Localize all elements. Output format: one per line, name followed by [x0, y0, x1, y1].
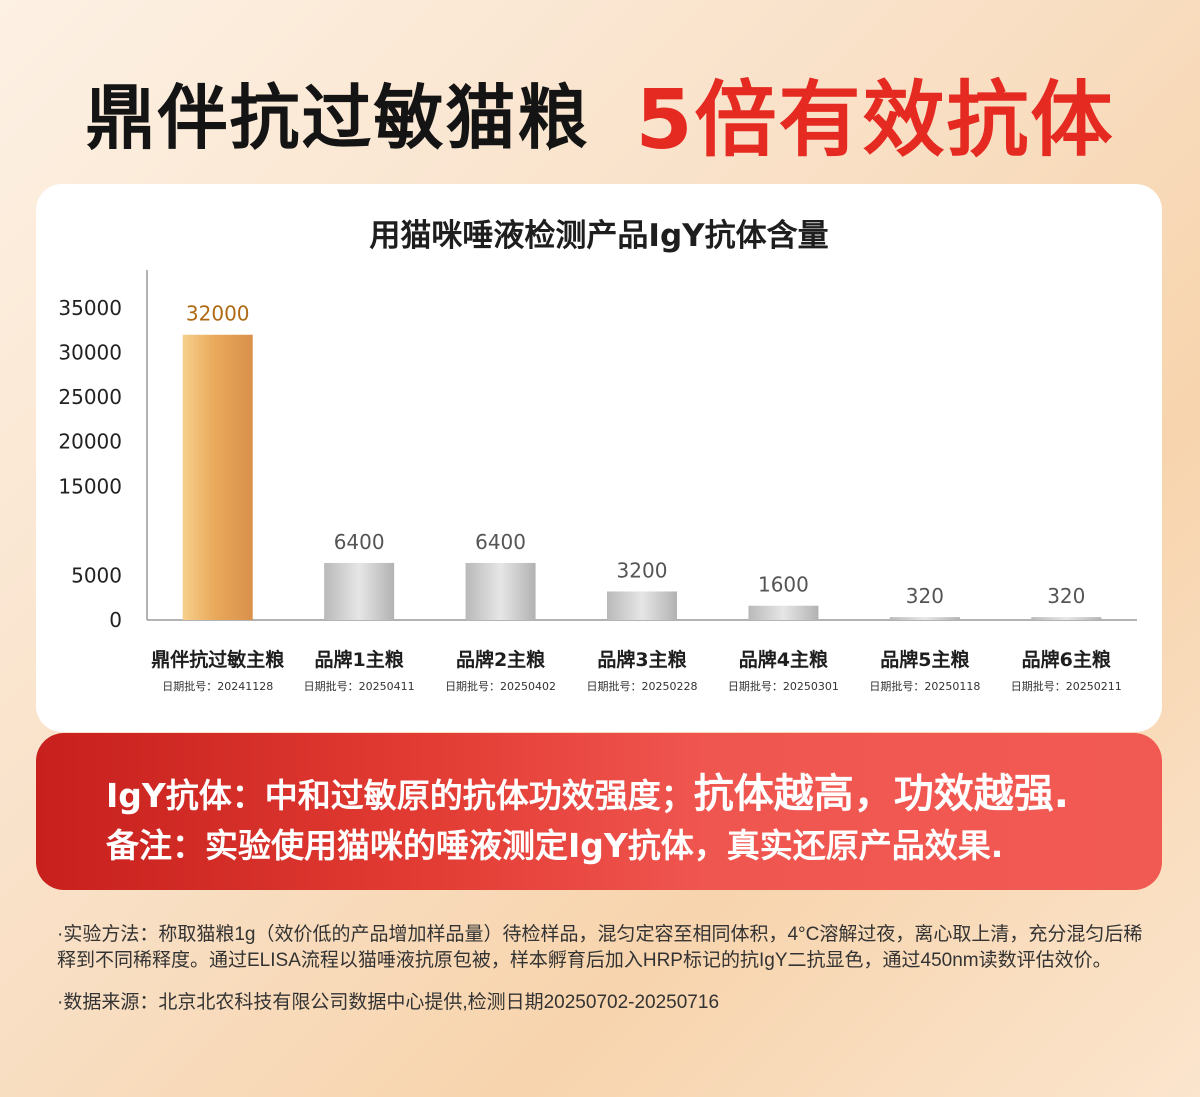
bar-value-label: 320: [906, 584, 944, 608]
headline-product: 鼎伴抗过敏猫粮: [85, 76, 590, 159]
band-line-1-prefix: IgY抗体：中和过敏原的抗体功效强度；: [106, 776, 694, 815]
x-category-label: 品牌4主粮: [739, 648, 828, 671]
band-line-1: IgY抗体：中和过敏原的抗体功效强度；抗体越高，功效越强.: [106, 761, 1069, 819]
headline-claim: 5倍有效抗体: [635, 72, 1115, 168]
bar-value-label: 1600: [758, 573, 809, 597]
y-tick-label: 15000: [58, 474, 122, 498]
bar: [182, 334, 253, 620]
band-line-1-emphasis: 抗体越高，功效越强.: [693, 771, 1069, 817]
x-batch-label: 日期批号：20250228: [587, 679, 698, 693]
bar: [889, 617, 960, 620]
source-note: ·数据来源：北京北农科技有限公司数据中心提供,检测日期20250702-2025…: [57, 992, 720, 1013]
y-tick-label: 25000: [58, 385, 122, 409]
method-note: ·实验方法：称取猫粮1g（效价低的产品增加样品量）待检样品，混匀定容至相同体积，…: [57, 924, 1143, 971]
bar-value-label: 3200: [617, 558, 668, 582]
x-batch-label: 日期批号：20250402: [445, 679, 556, 693]
bar-value-label: 32000: [186, 302, 250, 326]
footnotes: ·实验方法：称取猫粮1g（效价低的产品增加样品量）待检样品，混匀定容至相同体积，…: [57, 922, 1147, 1016]
band-line-2: 备注：实验使用猫咪的唾液测定IgY抗体，真实还原产品效果.: [106, 826, 1004, 865]
bar: [1031, 617, 1102, 620]
bar-chart: 0 5000 15000 20000 25000 30000 35000 32000 鼎伴抗过敏…: [58, 270, 1137, 693]
y-tick-label: 20000: [58, 430, 122, 454]
headline: 鼎伴抗过敏猫粮 5倍有效抗体: [0, 52, 1200, 172]
x-category-label: 鼎伴抗过敏主粮: [151, 648, 284, 671]
chart-title: 用猫咪唾液检测产品IgY抗体含量: [369, 218, 829, 254]
x-category-label: 品牌1主粮: [315, 648, 404, 671]
x-batch-label: 日期批号：20250211: [1011, 679, 1122, 693]
x-category-label: 品牌3主粮: [597, 648, 686, 671]
y-tick-label: 35000: [58, 296, 122, 320]
bar: [324, 562, 395, 620]
bar: [607, 591, 677, 620]
chart-card: 用猫咪唾液检测产品IgY抗体含量 0 5000 15000 20000 25000 300…: [36, 184, 1162, 732]
y-tick-label: 0: [109, 608, 122, 632]
bar-value-label: 6400: [475, 530, 526, 554]
bar: [748, 605, 819, 620]
bar: [465, 562, 536, 620]
x-batch-label: 日期批号：20241128: [162, 679, 273, 693]
x-category-label: 品牌2主粮: [456, 648, 545, 671]
x-batch-label: 日期批号：20250411: [304, 679, 415, 693]
x-category-label: 品牌5主粮: [880, 648, 969, 671]
explanation-band: IgY抗体：中和过敏原的抗体功效强度；抗体越高，功效越强. 备注：实验使用猫咪的…: [36, 733, 1162, 890]
bar-value-label: 6400: [334, 530, 385, 554]
x-batch-label: 日期批号：20250301: [728, 679, 839, 693]
x-batch-label: 日期批号：20250118: [869, 679, 980, 693]
y-tick-label: 5000: [71, 563, 122, 587]
x-category-label: 品牌6主粮: [1022, 648, 1111, 671]
bar-value-label: 320: [1047, 584, 1085, 608]
y-tick-label: 30000: [58, 341, 122, 365]
